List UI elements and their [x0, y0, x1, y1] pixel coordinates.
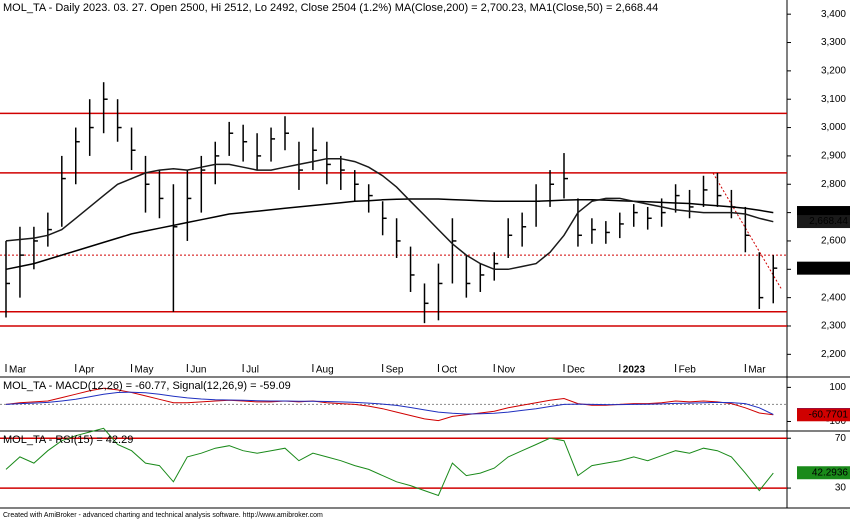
series-line [5, 387, 774, 422]
series-line [5, 391, 774, 415]
y-tick-label: 2,400 [821, 292, 846, 303]
series-line [5, 427, 774, 497]
y-tick-label: 2,200 [821, 349, 846, 360]
panel-title: MOL_TA - RSI(15) = 42.29 [3, 434, 133, 446]
x-tick-label: Apr [79, 365, 95, 376]
last-value-label: 42.2936 [812, 467, 849, 478]
y-tick-label: 3,300 [821, 37, 846, 48]
last-value-tag [797, 466, 850, 480]
x-tick-label: Dec [567, 365, 585, 376]
x-tick-label: Mar [748, 365, 766, 376]
last-value-label: 2,504 [823, 263, 848, 274]
x-tick-label: Feb [679, 365, 697, 376]
last-value-tag [797, 215, 850, 229]
x-tick-label: Jun [190, 365, 206, 376]
y-tick-label: 2,600 [821, 236, 846, 247]
y-tick-label: 3,400 [821, 9, 846, 20]
y-tick-label: 30 [835, 483, 847, 494]
y-tick-label: 2,900 [821, 151, 846, 162]
y-tick-label: 3,000 [821, 122, 846, 133]
last-value-label: 2,668.44 [809, 216, 848, 227]
panel-title: MOL_TA - Daily 2023. 03. 27. Open 2500, … [3, 2, 658, 14]
x-tick-label: Jul [246, 365, 259, 376]
x-tick-label: 2023 [623, 365, 646, 376]
y-tick-label: 3,200 [821, 66, 846, 77]
footer: Created with AmiBroker - advanced charti… [3, 512, 323, 519]
y-tick-label: 100 [829, 382, 846, 393]
x-tick-label: May [135, 365, 154, 376]
y-tick-label: 3,100 [821, 94, 846, 105]
last-value-label: -60.7701 [809, 409, 849, 420]
series-line [5, 198, 774, 271]
y-tick-label: 70 [835, 433, 847, 444]
series-line [5, 157, 774, 271]
x-tick-label: Oct [441, 365, 457, 376]
last-value-label: 2,700.23 [809, 207, 848, 218]
last-value-tag [797, 408, 850, 422]
trend-line [712, 172, 783, 291]
x-tick-label: Nov [497, 365, 515, 376]
x-tick-label: Mar [9, 365, 27, 376]
y-tick-label: -100 [826, 416, 846, 427]
y-tick-label: 2,800 [821, 179, 846, 190]
panel-title: MOL_TA - MACD(12,26) = -60.77, Signal(12… [3, 380, 291, 392]
x-tick-label: Sep [386, 365, 404, 376]
x-tick-label: Aug [316, 365, 334, 376]
y-tick-label: 2,300 [821, 321, 846, 332]
last-value-tag [797, 261, 850, 275]
